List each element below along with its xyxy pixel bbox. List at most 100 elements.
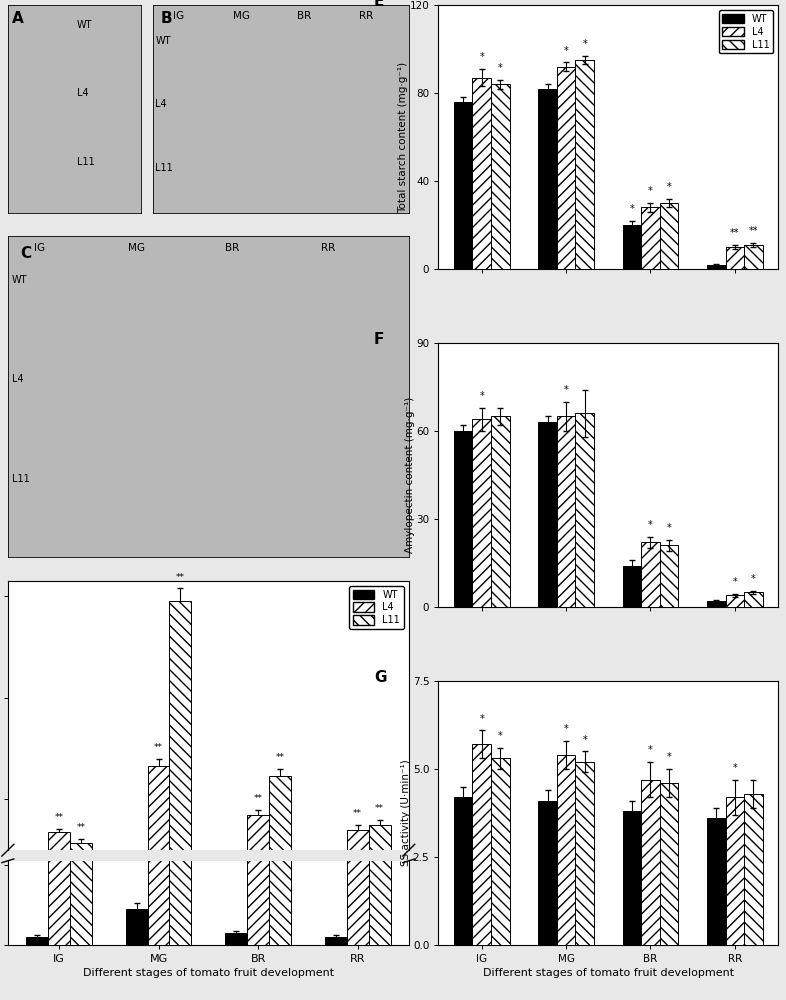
Bar xyxy=(70,23,92,945)
Bar xyxy=(725,595,744,607)
Text: L4: L4 xyxy=(77,88,89,98)
Legend: WT, L4, L11: WT, L4, L11 xyxy=(349,586,404,629)
Text: IG: IG xyxy=(173,11,184,21)
Y-axis label: Amylopectin content (mg·g⁻¹): Amylopectin content (mg·g⁻¹) xyxy=(405,397,415,553)
Bar xyxy=(454,797,472,945)
Bar xyxy=(48,0,70,945)
Text: *: * xyxy=(648,186,653,196)
Text: G: G xyxy=(374,670,387,685)
Text: *: * xyxy=(733,577,737,587)
X-axis label: Different stages of tomato fruit development: Different stages of tomato fruit develop… xyxy=(483,968,734,978)
Bar xyxy=(538,801,556,945)
Text: **: ** xyxy=(54,813,64,822)
Bar xyxy=(707,601,725,607)
Bar xyxy=(26,937,48,945)
Bar xyxy=(725,797,744,945)
Text: *: * xyxy=(498,63,502,73)
Bar xyxy=(491,416,509,607)
Text: B: B xyxy=(160,11,172,26)
Text: *: * xyxy=(751,574,756,584)
Bar xyxy=(454,431,472,607)
Bar xyxy=(623,566,641,607)
Text: IG: IG xyxy=(35,243,46,253)
Text: **: ** xyxy=(730,228,740,238)
Bar xyxy=(347,0,369,945)
Text: *: * xyxy=(479,391,484,401)
Bar xyxy=(325,937,347,945)
Text: **: ** xyxy=(176,573,185,582)
Bar xyxy=(247,0,269,945)
Text: WT: WT xyxy=(77,20,93,30)
Text: *: * xyxy=(667,752,671,762)
Bar xyxy=(472,419,491,607)
Text: L11: L11 xyxy=(77,157,95,167)
Text: *: * xyxy=(667,182,671,192)
Bar xyxy=(744,592,762,607)
Bar xyxy=(575,762,594,945)
Bar xyxy=(472,744,491,945)
Y-axis label: Total starch content (mg·g⁻¹): Total starch content (mg·g⁻¹) xyxy=(399,61,408,213)
X-axis label: Different stages of tomato fruit development: Different stages of tomato fruit develop… xyxy=(83,968,334,978)
Bar xyxy=(226,933,247,945)
Text: *: * xyxy=(667,523,671,533)
Text: *: * xyxy=(630,204,634,214)
Bar xyxy=(126,909,148,945)
Bar xyxy=(659,783,678,945)
Bar xyxy=(491,84,509,269)
Text: E: E xyxy=(374,0,384,9)
Bar xyxy=(744,794,762,945)
Bar xyxy=(659,203,678,269)
Text: F: F xyxy=(374,332,384,347)
Text: **: ** xyxy=(76,823,86,832)
Text: *: * xyxy=(648,745,653,755)
Bar xyxy=(744,245,762,269)
Text: BR: BR xyxy=(226,243,240,253)
Bar xyxy=(538,89,556,269)
Bar xyxy=(575,60,594,269)
Text: WT: WT xyxy=(12,275,28,285)
Bar xyxy=(369,0,391,945)
Text: *: * xyxy=(564,724,568,734)
Text: L11: L11 xyxy=(156,163,173,173)
Bar xyxy=(170,0,191,945)
Bar xyxy=(126,899,148,901)
Text: **: ** xyxy=(276,753,285,762)
Bar xyxy=(623,811,641,945)
Text: MG: MG xyxy=(127,243,145,253)
Bar xyxy=(623,225,641,269)
Text: *: * xyxy=(479,714,484,724)
Text: BR: BR xyxy=(296,11,311,21)
Text: A: A xyxy=(12,11,24,26)
Legend: WT, L4, L11: WT, L4, L11 xyxy=(718,10,773,53)
Text: *: * xyxy=(733,763,737,773)
Bar xyxy=(269,0,291,945)
Bar xyxy=(70,843,92,901)
Text: *: * xyxy=(479,52,484,62)
Bar xyxy=(641,780,659,945)
Bar xyxy=(454,102,472,269)
Bar xyxy=(148,0,170,945)
Bar xyxy=(556,416,575,607)
Bar xyxy=(641,542,659,607)
Text: **: ** xyxy=(375,804,384,813)
Bar xyxy=(659,545,678,607)
Text: MG: MG xyxy=(233,11,249,21)
Bar xyxy=(347,830,369,901)
Bar xyxy=(725,247,744,269)
Text: *: * xyxy=(648,520,653,530)
Bar xyxy=(491,758,509,945)
Text: L4: L4 xyxy=(156,99,167,109)
Y-axis label: SS activity (U·min⁻¹): SS activity (U·min⁻¹) xyxy=(402,760,411,866)
Bar xyxy=(707,265,725,269)
Text: C: C xyxy=(20,246,31,261)
Bar xyxy=(369,825,391,901)
Text: **: ** xyxy=(353,809,362,818)
Bar xyxy=(556,67,575,269)
Bar xyxy=(707,818,725,945)
Bar xyxy=(48,832,70,901)
Bar xyxy=(148,766,170,901)
Text: **: ** xyxy=(748,226,758,236)
Text: L11: L11 xyxy=(12,474,30,484)
Bar xyxy=(269,776,291,901)
Text: *: * xyxy=(582,39,587,49)
